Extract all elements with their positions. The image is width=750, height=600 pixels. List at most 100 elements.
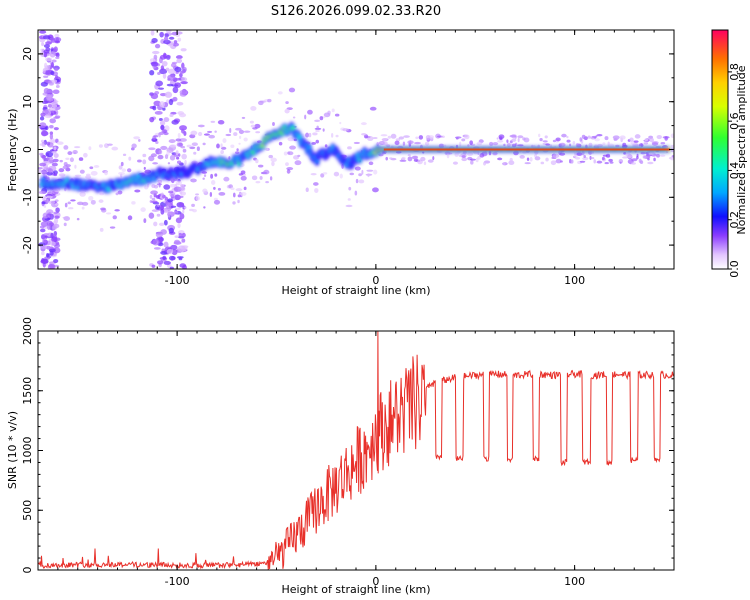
- noise-speck: [159, 31, 164, 38]
- noise-speck: [619, 161, 622, 164]
- noise-speck: [53, 46, 58, 53]
- noise-speck: [263, 169, 270, 175]
- noise-speck: [475, 157, 479, 163]
- noise-speck: [197, 131, 203, 137]
- noise-speck: [664, 136, 668, 141]
- noise-speck: [53, 259, 59, 264]
- noise-speck: [432, 156, 435, 161]
- noise-speck: [407, 156, 413, 162]
- noise-speck: [310, 173, 317, 176]
- noise-speck: [134, 189, 141, 193]
- noise-speck: [458, 154, 462, 158]
- noise-speck: [47, 104, 52, 108]
- noise-speck: [383, 141, 388, 146]
- noise-speck: [161, 195, 167, 199]
- noise-speck: [464, 134, 470, 140]
- noise-speck: [49, 37, 55, 41]
- noise-speck: [151, 264, 156, 268]
- noise-speck: [177, 245, 186, 252]
- noise-speck: [358, 173, 362, 177]
- noise-speck: [593, 159, 596, 164]
- noise-speck: [49, 51, 56, 58]
- noise-speck: [46, 199, 49, 203]
- noise-speck: [228, 184, 233, 189]
- noise-speck: [372, 136, 378, 140]
- noise-speck: [257, 164, 264, 168]
- noise-speck: [65, 157, 70, 160]
- noise-speck: [372, 187, 379, 193]
- noise-speck: [163, 39, 171, 45]
- noise-speck: [232, 201, 236, 205]
- noise-speck: [476, 141, 483, 146]
- noise-speck: [638, 158, 642, 163]
- noise-speck: [243, 130, 251, 133]
- noise-speck: [163, 219, 168, 226]
- noise-speck: [58, 173, 66, 177]
- noise-speck: [220, 143, 223, 149]
- noise-speck: [152, 105, 157, 111]
- noise-speck: [53, 146, 57, 151]
- noise-speck: [107, 143, 113, 146]
- noise-speck: [576, 152, 583, 157]
- noise-speck: [153, 221, 158, 227]
- noise-speck: [403, 135, 410, 138]
- noise-speck: [175, 180, 183, 186]
- noise-speck: [271, 161, 275, 167]
- noise-speck: [235, 151, 240, 154]
- noise-speck: [159, 120, 166, 126]
- noise-speck: [160, 205, 165, 211]
- noise-speck: [203, 133, 210, 136]
- noise-speck: [511, 138, 517, 142]
- noise-speck: [161, 60, 168, 67]
- noise-speck: [579, 160, 586, 163]
- noise-speck: [62, 216, 69, 219]
- noise-speck: [659, 154, 666, 157]
- noise-speck: [207, 130, 213, 133]
- noise-speck: [40, 234, 46, 240]
- noise-speck: [545, 157, 549, 162]
- noise-speck: [180, 48, 187, 52]
- noise-speck: [629, 137, 634, 142]
- noise-speck: [235, 188, 243, 192]
- noise-speck: [168, 139, 176, 144]
- noise-speck: [149, 116, 155, 123]
- noise-speck: [339, 121, 342, 125]
- noise-speck: [90, 170, 98, 176]
- noise-speck: [40, 48, 45, 52]
- noise-speck: [209, 192, 213, 197]
- noise-speck: [174, 210, 179, 214]
- noise-speck: [201, 171, 208, 174]
- noise-speck: [164, 36, 169, 41]
- noise-speck: [312, 132, 318, 136]
- noise-speck: [152, 162, 158, 165]
- noise-speck: [322, 172, 328, 175]
- noise-speck: [345, 204, 353, 208]
- noise-speck: [52, 170, 58, 175]
- noise-speck: [48, 80, 53, 84]
- noise-speck: [179, 89, 188, 96]
- noise-speck: [178, 257, 183, 261]
- noise-speck: [74, 174, 82, 177]
- noise-speck: [85, 175, 92, 179]
- noise-speck: [193, 151, 197, 155]
- noise-speck: [656, 135, 662, 140]
- noise-speck: [622, 142, 627, 147]
- noise-speck: [158, 117, 163, 121]
- noise-speck: [155, 232, 163, 238]
- noise-speck: [289, 145, 296, 150]
- noise-speck: [583, 154, 586, 159]
- noise-speck: [50, 61, 55, 68]
- noise-speck: [98, 199, 104, 203]
- noise-speck: [153, 247, 161, 250]
- noise-speck: [182, 209, 185, 214]
- noise-speck: [76, 217, 80, 221]
- noise-speck: [643, 142, 649, 145]
- noise-speck: [137, 159, 142, 163]
- noise-speck: [251, 175, 258, 181]
- noise-speck: [170, 244, 178, 250]
- noise-speck: [83, 152, 88, 158]
- noise-speck: [131, 143, 137, 149]
- spectrogram-ytick-label: -10: [21, 188, 34, 206]
- noise-speck: [479, 153, 485, 158]
